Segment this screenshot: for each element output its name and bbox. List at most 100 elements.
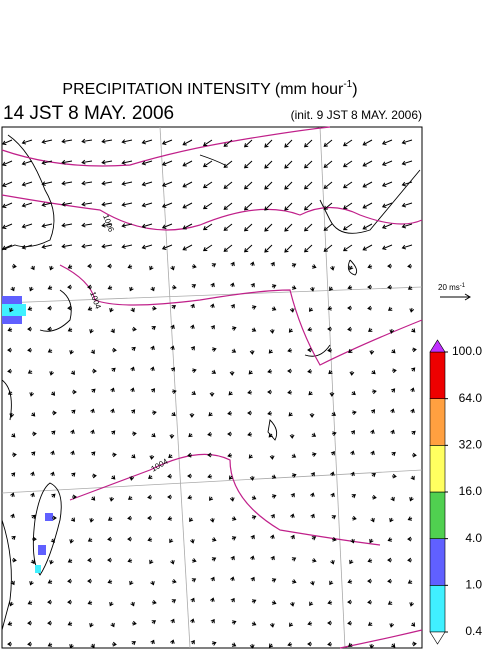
wind-arrow	[307, 368, 313, 374]
wind-arrow	[161, 139, 173, 145]
wind-arrow	[223, 139, 233, 147]
wind-arrow	[161, 244, 173, 250]
wind-arrow	[210, 576, 215, 582]
wind-arrow	[161, 223, 173, 229]
wind-arrow	[284, 160, 293, 169]
wind-arrow	[407, 285, 413, 290]
wind-arrow	[227, 410, 233, 416]
ref-text: 20 ms	[438, 283, 460, 292]
map-frame	[1, 126, 423, 649]
wind-arrow	[401, 202, 413, 208]
title-end: )	[352, 81, 357, 98]
wind-arrow	[289, 307, 295, 313]
wind-arrow	[210, 324, 215, 330]
wind-arrow	[151, 599, 157, 605]
wind-arrow	[21, 139, 33, 145]
wind-arrow	[391, 349, 396, 354]
wind-arrow	[150, 345, 155, 351]
wind-arrow	[11, 433, 16, 438]
wind-arrow	[401, 223, 413, 229]
wind-arrow	[49, 559, 54, 565]
wind-arrow	[323, 139, 333, 147]
wind-arrow	[389, 622, 395, 628]
wind-arrow	[289, 622, 294, 627]
wind-arrow	[121, 160, 133, 165]
wind-arrow	[191, 368, 197, 373]
wind-arrow	[309, 286, 315, 292]
wind-arrow	[151, 620, 157, 625]
reference-vector-label: 20 ms-1	[438, 283, 466, 293]
wind-arrow	[330, 471, 335, 477]
wind-arrow	[71, 389, 77, 395]
wind-arrow	[410, 387, 415, 393]
wind-arrow	[1, 160, 13, 167]
wind-arrow	[70, 370, 75, 375]
wind-arrow	[141, 223, 153, 229]
wind-arrow	[168, 453, 173, 459]
wind-arrow	[251, 495, 257, 500]
wind-arrow	[87, 284, 93, 290]
wind-arrow	[264, 223, 273, 232]
wind-arrow	[47, 599, 53, 605]
wind-arrow	[121, 139, 133, 144]
wind-arrow	[130, 409, 136, 414]
wind-arrow	[248, 454, 253, 459]
wind-arrow	[401, 181, 413, 187]
wind-arrow	[61, 243, 73, 249]
colorbar-label: 16.0	[459, 484, 483, 498]
wind-arrow	[21, 181, 33, 187]
wind-arrow	[369, 643, 375, 649]
wind-arrow	[71, 409, 76, 414]
wind-arrow	[347, 305, 353, 311]
wind-arrow	[323, 181, 333, 189]
colorbar-label: 4.0	[465, 531, 482, 545]
wind-arrow	[304, 160, 313, 169]
wind-arrow	[107, 263, 113, 269]
wind-arrow	[208, 412, 213, 417]
wind-arrow	[127, 536, 133, 542]
wind-arrow	[61, 201, 73, 207]
wind-arrow	[41, 244, 53, 250]
wind-arrow	[141, 244, 153, 250]
wind-arrow	[110, 408, 115, 414]
wind-arrow	[310, 492, 315, 498]
wind-arrow	[107, 536, 113, 542]
wind-arrow	[87, 578, 93, 584]
wind-arrow	[309, 412, 315, 418]
wind-arrow	[264, 202, 273, 211]
wind-arrow	[31, 451, 36, 456]
wind-arrow	[47, 326, 53, 332]
wind-arrow	[27, 306, 33, 311]
wind-arrow	[149, 265, 154, 271]
wind-arrow	[127, 495, 133, 500]
wind-arrow	[351, 410, 357, 416]
wind-arrow	[141, 160, 153, 166]
wind-arrow	[371, 494, 377, 500]
wind-arrow	[87, 557, 93, 563]
wind-arrow	[190, 346, 195, 351]
wind-arrow	[243, 181, 253, 190]
colorbar-bin	[429, 398, 446, 446]
wind-arrow	[47, 642, 53, 647]
wind-arrow	[342, 160, 353, 168]
wind-arrow	[29, 286, 34, 292]
wind-arrow	[169, 433, 175, 439]
wind-arrow	[268, 643, 274, 648]
wind-arrow	[230, 303, 235, 309]
wind-arrow	[247, 389, 253, 395]
wind-arrow	[267, 368, 273, 374]
ref-sup: -1	[460, 283, 466, 289]
wind-arrow	[10, 580, 15, 586]
wind-arrow	[27, 326, 33, 332]
wind-arrow	[327, 306, 333, 311]
wind-arrow	[210, 597, 215, 603]
wind-arrow	[310, 580, 315, 586]
wind-arrow	[230, 576, 235, 582]
wind-arrow	[110, 387, 115, 393]
wind-arrow	[370, 450, 375, 456]
wind-arrow	[411, 367, 416, 372]
wind-arrow	[21, 244, 33, 250]
wind-arrow	[182, 202, 193, 209]
wind-arrow	[348, 348, 353, 354]
wind-arrow	[11, 472, 16, 477]
